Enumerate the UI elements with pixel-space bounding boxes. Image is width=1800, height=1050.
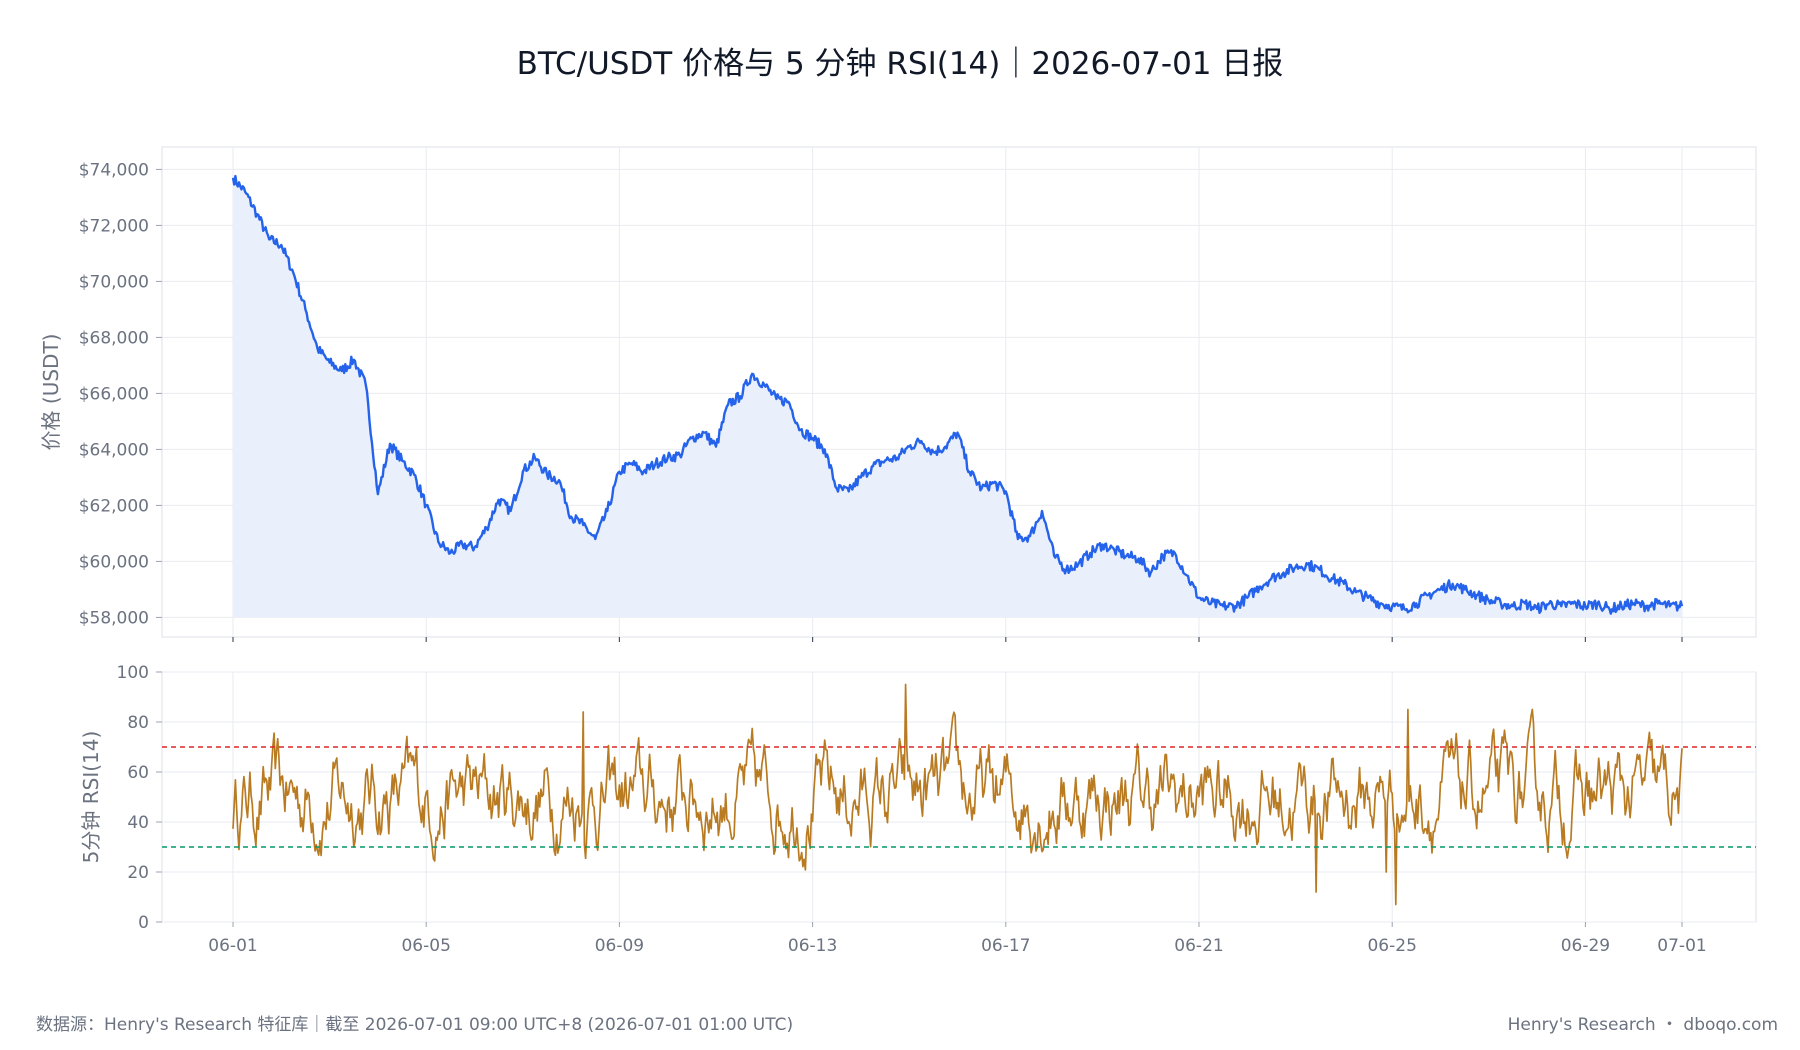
rsi-y-tick-label: 100 — [117, 663, 149, 683]
price-y-tick-label: $62,000 — [79, 496, 149, 516]
rsi-y-ticks: 0 20 40 60 80 100 — [117, 663, 162, 933]
price-y-tick-label: $60,000 — [79, 552, 149, 572]
rsi-y-tick-label: 20 — [127, 863, 149, 883]
rsi-y-tick-label: 80 — [127, 713, 149, 733]
x-tick-label: 06-01 — [208, 936, 257, 956]
chart-title: BTC/USDT 价格与 5 分钟 RSI(14)｜2026-07-01 日报 — [516, 46, 1284, 82]
footer-source: 数据源：Henry's Research 特征库｜截至 2026-07-01 0… — [36, 1015, 794, 1035]
x-ticks: 06-01 06-05 06-09 06-13 06-17 06-21 06-25 06-29… — [208, 637, 1707, 956]
rsi-y-tick-label: 0 — [138, 913, 149, 933]
x-tick-label: 06-29 — [1561, 936, 1610, 956]
price-y-tick-label: $66,000 — [79, 384, 149, 404]
footer-brand: Henry's Research ・ dboqo.com — [1507, 1015, 1778, 1035]
rsi-y-tick-label: 40 — [127, 813, 149, 833]
price-y-tick-label: $74,000 — [79, 160, 149, 180]
price-y-tick-label: $70,000 — [79, 272, 149, 292]
x-tick-label: 07-01 — [1657, 936, 1706, 956]
price-y-tick-label: $72,000 — [79, 216, 149, 236]
x-tick-label: 06-17 — [981, 936, 1030, 956]
price-y-axis-title: 价格 (USDT) — [39, 334, 63, 451]
price-area-fill — [233, 176, 1682, 618]
price-y-ticks: $58,000 $60,000 $62,000 $64,000 $66,000 $68,0… — [79, 160, 162, 628]
price-y-tick-label: $64,000 — [79, 440, 149, 460]
x-tick-label: 06-25 — [1367, 936, 1416, 956]
x-tick-label: 06-05 — [401, 936, 450, 956]
x-tick-label: 06-21 — [1174, 936, 1223, 956]
price-line — [231, 174, 1684, 615]
rsi-grid — [162, 671, 1756, 923]
rsi-y-tick-label: 60 — [127, 763, 149, 783]
rsi-y-axis-title: 5分钟 RSI(14) — [79, 731, 103, 864]
price-y-tick-label: $68,000 — [79, 328, 149, 348]
x-tick-label: 06-09 — [595, 936, 644, 956]
x-tick-label: 06-13 — [788, 936, 837, 956]
price-y-tick-label: $58,000 — [79, 608, 149, 628]
